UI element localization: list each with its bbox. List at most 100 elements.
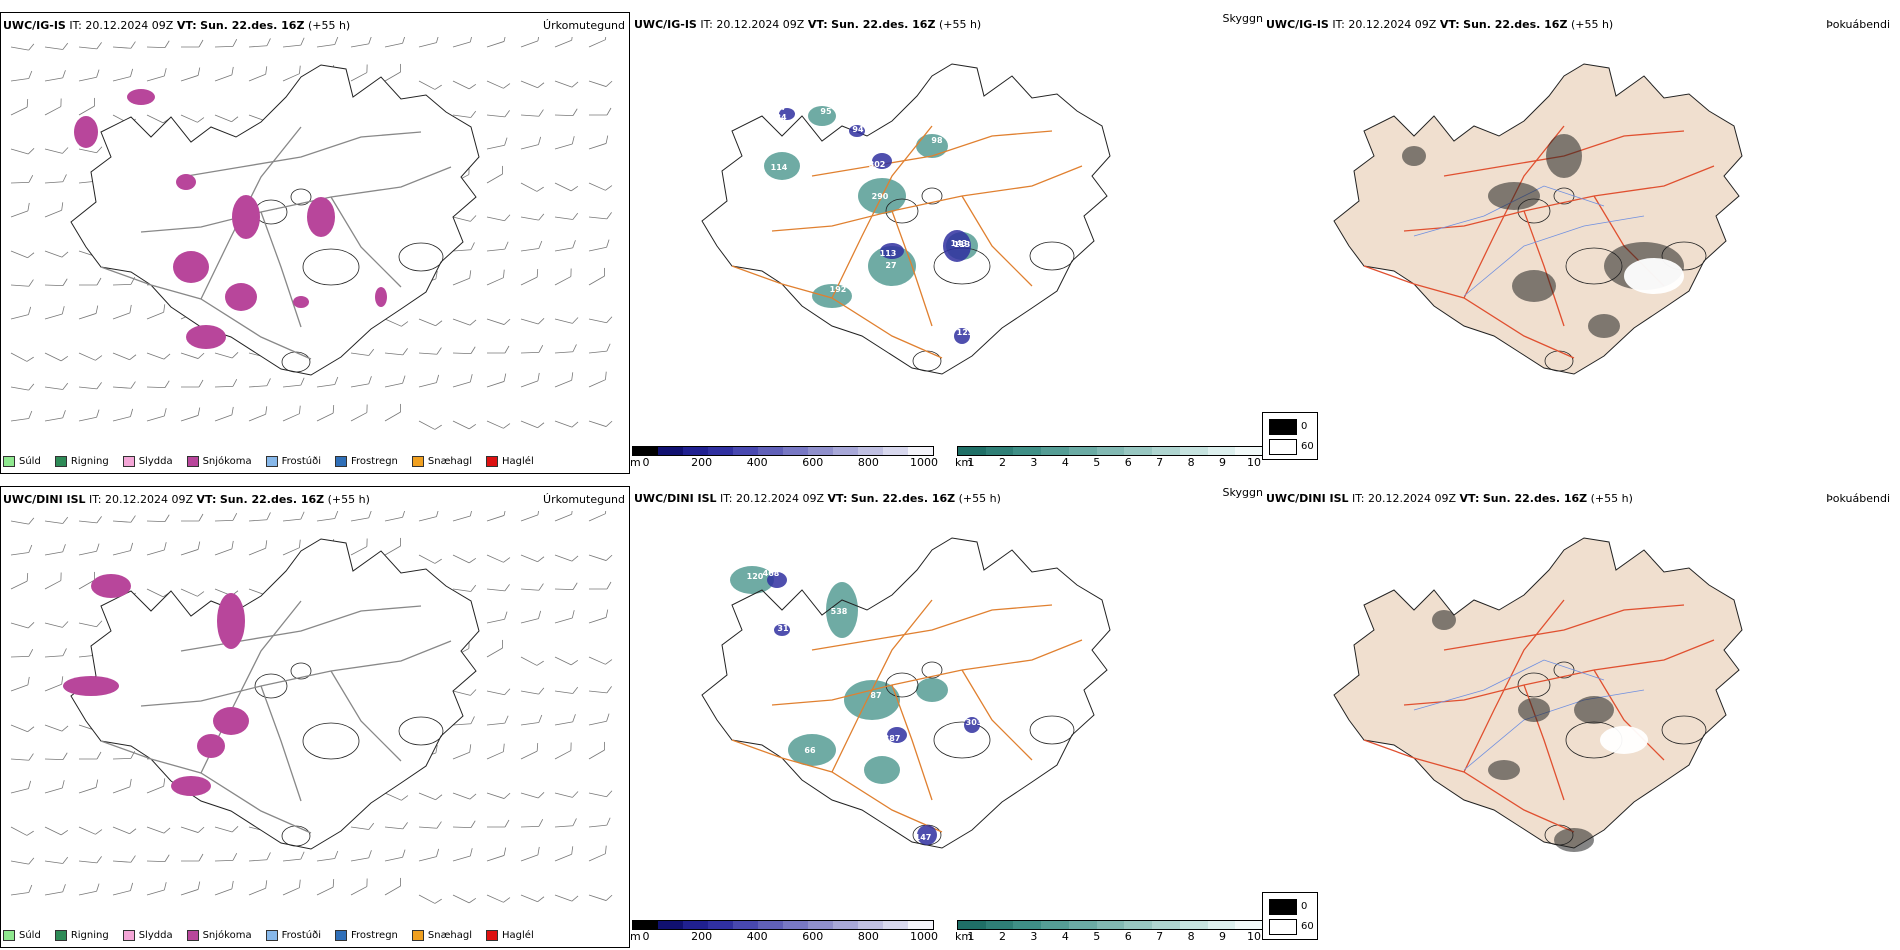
road-line <box>180 131 422 178</box>
ceiling-value-label: 290 <box>872 192 889 201</box>
wind-barb <box>248 512 271 522</box>
wind-barb <box>180 881 201 896</box>
ceiling-value-label: 143 <box>951 239 968 248</box>
glacier-outline <box>1517 672 1551 698</box>
wind-barb <box>79 751 102 760</box>
colorbar-tick-label: 600 <box>802 456 824 469</box>
wind-barb <box>44 147 69 154</box>
wind-barb <box>146 854 170 863</box>
wind-barb <box>78 69 100 82</box>
wind-barb <box>214 826 239 833</box>
panel-header: UWC/IG-IS IT: 20.12.2024 09Z VT: Sun. 22… <box>1266 18 1614 31</box>
panel-header: UWC/DINI ISL IT: 20.12.2024 09Z VT: Sun.… <box>1266 492 1633 505</box>
road-line <box>1403 165 1715 232</box>
wind-barb <box>384 348 408 356</box>
colorbar-tick-label: 7 <box>1156 456 1164 469</box>
legend-label: Slydda <box>138 456 173 467</box>
colorbar-tick-label: 8 <box>1187 930 1195 943</box>
ceiling-value-label: 66 <box>804 746 816 755</box>
wind-barb <box>520 610 542 624</box>
wind-barb <box>589 581 612 590</box>
legend-swatch <box>335 456 347 467</box>
ceiling-value-label: 147 <box>915 833 932 842</box>
wind-barb <box>214 114 239 123</box>
glacier-outline <box>921 187 943 205</box>
wind-barb <box>78 826 103 835</box>
wind-barb <box>554 582 578 591</box>
wind-barb <box>452 242 475 252</box>
forecast-area <box>173 251 209 283</box>
precip-legend-item: Haglél <box>486 930 534 941</box>
ceiling-value-label: 87 <box>870 691 881 700</box>
panel-kind: Úrkomutegund <box>543 19 625 32</box>
colorbar-tick-label: 2 <box>998 930 1006 943</box>
wind-barb <box>10 250 35 259</box>
wind-barb <box>452 689 477 696</box>
panel-kind: Þokuábendi <box>1826 492 1890 505</box>
glacier-outline <box>290 662 312 680</box>
wind-barb <box>180 588 205 597</box>
wind-barb <box>486 554 511 563</box>
precip-map <box>10 511 613 904</box>
wind-barb <box>486 318 511 325</box>
wind-barb <box>520 743 539 760</box>
wind-barb <box>452 894 477 904</box>
wind-barb <box>554 610 575 624</box>
wind-barb <box>554 372 574 388</box>
colorbar-unit: km <box>955 456 973 469</box>
wind-barb <box>316 405 335 422</box>
wind-barb <box>520 554 545 563</box>
wind-barb <box>486 792 511 799</box>
fog-map <box>1333 63 1743 375</box>
panel-header: UWC/IG-IS IT: 20.12.2024 09Z VT: Sun. 22… <box>634 18 982 31</box>
ceiling-value-label: 114 <box>771 163 788 172</box>
wind-barb <box>78 543 100 556</box>
road-line <box>891 210 933 327</box>
wind-barb <box>44 544 66 556</box>
wind-barb <box>282 511 305 522</box>
wind-barb <box>44 70 66 82</box>
forecast-area <box>1588 314 1620 338</box>
colorbar-tick-label: 5 <box>1093 456 1101 469</box>
wind-barb <box>384 37 406 48</box>
wind-barb <box>588 267 605 286</box>
wind-barb <box>520 372 540 388</box>
colorbar-tick-label: 200 <box>691 456 713 469</box>
wind-barb <box>418 318 443 327</box>
wind-barb <box>520 240 543 252</box>
wind-barb <box>146 826 171 834</box>
ceiling-value-label: 192 <box>830 285 847 294</box>
glacier-outline <box>1661 715 1707 745</box>
panel-kind: Úrkomutegund <box>543 493 625 506</box>
colorbar-tick-label: 400 <box>746 456 768 469</box>
panel-header: UWC/IG-IS IT: 20.12.2024 09Z VT: Sun. 22… <box>3 19 351 32</box>
glacier-outline <box>302 722 360 760</box>
road-line <box>961 195 1033 287</box>
glacier-outline <box>1029 715 1075 745</box>
forecast-area <box>307 197 335 237</box>
colorbar-tick-label: 3 <box>1030 456 1038 469</box>
wind-barb <box>452 374 473 388</box>
forecast-area <box>808 106 836 126</box>
ceiling-value-label: 113 <box>954 240 971 249</box>
forecast-area <box>916 134 948 158</box>
wind-barb <box>554 894 579 902</box>
wind-barb <box>486 715 509 726</box>
forecast-area <box>844 680 900 720</box>
wind-barb <box>588 343 611 354</box>
colorbar-tick-label: 0 <box>642 930 650 943</box>
panel-fog-top: UWC/IG-IS IT: 20.12.2024 09Z VT: Sun. 22… <box>1264 12 1894 474</box>
glacier-outline <box>290 188 312 206</box>
wind-barb <box>214 880 234 896</box>
road-line <box>330 670 402 762</box>
wind-barb <box>588 817 611 828</box>
wind-barb <box>180 407 201 422</box>
wind-barb <box>554 686 579 694</box>
wind-barb <box>10 70 33 82</box>
wind-barb <box>78 97 95 116</box>
legend-swatch <box>54 456 67 467</box>
colorbar-tick-label: 800 <box>857 930 879 943</box>
wind-barb <box>487 345 510 354</box>
wind-barb <box>44 42 69 50</box>
